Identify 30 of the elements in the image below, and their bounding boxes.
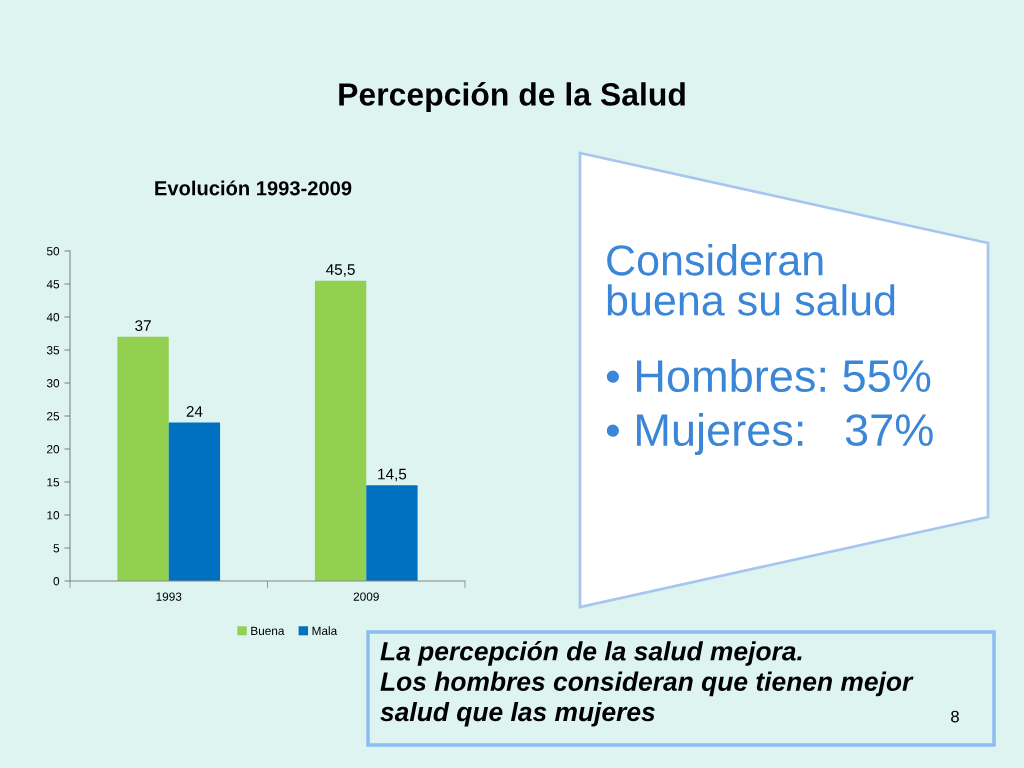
y-tick-label: 40 <box>46 313 60 322</box>
y-tick-label: 15 <box>47 478 60 487</box>
data-label: 45,5 <box>326 264 355 277</box>
y-tick-label: 45 <box>46 280 60 289</box>
text: • Mujeres: 37% <box>606 412 933 456</box>
text: La percepción de la salud mejora. Los hombres consideran que tienen mejor salud que las mujeres <box>380 641 914 727</box>
data-label: 24 <box>186 405 203 417</box>
text: 8 <box>951 710 959 723</box>
y-tick-label: 10 <box>47 511 60 520</box>
bar <box>314 280 367 581</box>
x-tick-label: 1993 <box>156 592 182 601</box>
y-tick-label: 50 <box>46 247 60 256</box>
y-tick-label: 35 <box>46 346 60 355</box>
x-tick-label: 2009 <box>353 592 379 601</box>
chart-title: Percepción de la Salud <box>339 81 685 113</box>
y-tick-label: 30 <box>46 379 60 388</box>
bar <box>117 336 169 581</box>
legend-label: Mala <box>312 626 338 636</box>
bar <box>168 422 221 581</box>
y-tick-label: 25 <box>47 412 60 421</box>
y-tick-label: 20 <box>47 445 60 454</box>
text: • Hombres: 55% <box>606 358 931 393</box>
legend-label: Buena <box>251 626 285 636</box>
y-tick-label: 5 <box>53 544 60 553</box>
chart-subtitle: Evolución 1993-2009 <box>155 180 352 196</box>
y-tick-label: 0 <box>53 577 60 586</box>
text: Consideran buena su salud <box>607 244 895 316</box>
bar <box>366 485 418 581</box>
data-label: 37 <box>135 320 151 331</box>
data-label: 14,5 <box>378 468 407 482</box>
